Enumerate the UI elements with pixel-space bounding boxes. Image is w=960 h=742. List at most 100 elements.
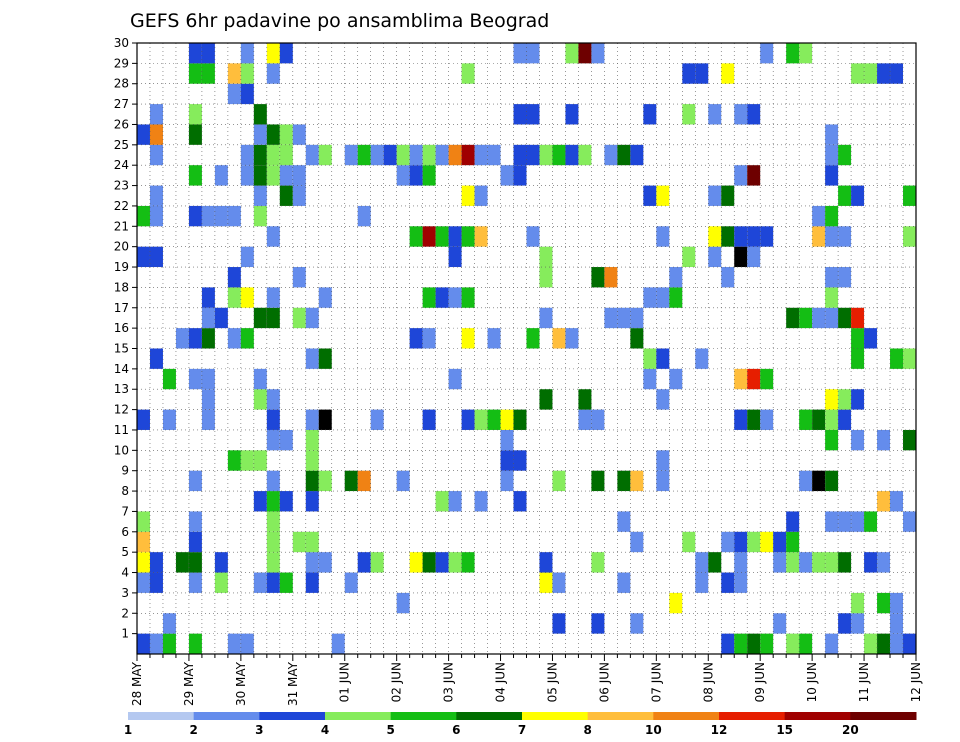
heatmap-cell — [851, 348, 865, 369]
heatmap-cell — [734, 633, 748, 654]
heatmap-cell — [305, 572, 319, 593]
heatmap-cell — [448, 552, 462, 573]
heatmap-cell — [279, 185, 293, 206]
heatmap-cell — [786, 552, 800, 573]
heatmap-cell — [643, 287, 657, 308]
heatmap-cell — [760, 43, 774, 64]
heatmap-cell — [656, 470, 670, 492]
heatmap-cell — [188, 552, 202, 573]
heatmap-cell — [656, 348, 670, 369]
y-tick-label: 28 — [114, 77, 129, 91]
heatmap-cell — [357, 470, 371, 492]
heatmap-cell — [565, 104, 579, 125]
heatmap-cell — [279, 572, 293, 593]
heatmap-cell — [864, 63, 878, 84]
heatmap-cell — [305, 307, 319, 329]
y-tick-label: 1 — [121, 627, 129, 641]
heatmap-cell — [305, 409, 319, 430]
heatmap-cell — [188, 43, 202, 64]
heatmap-cell — [279, 124, 293, 145]
heatmap-cell — [825, 267, 839, 288]
y-tick-label: 3 — [121, 586, 129, 600]
x-tick-label: 28 MAY — [130, 661, 144, 706]
heatmap-cell — [396, 144, 410, 166]
heatmap-cell — [825, 429, 839, 451]
heatmap-cell — [188, 368, 202, 390]
heatmap-cell — [344, 572, 358, 593]
heatmap-cell — [175, 328, 189, 349]
heatmap-cell — [682, 246, 696, 268]
heatmap-cell — [188, 124, 202, 145]
heatmap-cell — [188, 104, 202, 125]
heatmap-cell — [435, 491, 449, 512]
heatmap-cell — [188, 470, 202, 492]
heatmap-cell — [552, 470, 566, 492]
heatmap-cell — [734, 531, 748, 553]
heatmap-cell — [318, 144, 332, 166]
heatmap-cell — [825, 144, 839, 166]
heatmap-cell — [201, 287, 215, 308]
heatmap-cell — [630, 328, 644, 349]
heatmap-cell — [318, 348, 332, 369]
heatmap-cell — [370, 409, 384, 430]
heatmap-cell — [630, 531, 644, 553]
heatmap-cell — [890, 633, 904, 654]
heatmap-cell — [539, 552, 553, 573]
heatmap-cell — [149, 205, 163, 227]
heatmap-cell — [227, 267, 241, 288]
x-axis: 28 MAY 29 MAY 30 MAY 31 MAY 01 JUN 02 JUN 03 J… — [130, 654, 923, 706]
heatmap-cell — [149, 104, 163, 125]
heatmap-cell — [734, 552, 748, 573]
heatmap-cell — [682, 104, 696, 125]
heatmap-cell — [825, 226, 839, 247]
colorbar-label: 10 — [645, 723, 662, 737]
heatmap-cell — [838, 185, 852, 206]
heatmap-cell — [305, 348, 319, 369]
heatmap-cell — [877, 552, 891, 573]
heatmap-cell — [851, 592, 865, 614]
heatmap-cell — [149, 552, 163, 573]
heatmap-cell — [747, 531, 761, 553]
heatmap-cell — [357, 144, 371, 166]
heatmap-cell — [266, 572, 280, 593]
colorbar-swatch — [259, 712, 326, 720]
heatmap-cell — [487, 144, 501, 166]
y-tick-label: 17 — [114, 301, 129, 315]
heatmap-cell — [266, 287, 280, 308]
heatmap-cell — [266, 409, 280, 430]
colorbar-label: 2 — [189, 723, 197, 737]
heatmap-cell — [526, 144, 540, 166]
y-tick-label: 7 — [121, 504, 129, 518]
heatmap-cell — [617, 572, 631, 593]
heatmap-cell — [591, 552, 605, 573]
heatmap-cell — [864, 328, 878, 349]
heatmap-cell — [565, 328, 579, 349]
heatmap-cell — [214, 165, 228, 186]
heatmap-cell — [383, 144, 397, 166]
heatmap-cell — [370, 552, 384, 573]
heatmap-cell — [812, 470, 826, 492]
heatmap-cell — [552, 613, 566, 634]
heatmap-cell — [708, 185, 722, 206]
heatmap-cell — [409, 165, 423, 186]
heatmap-cell — [890, 348, 904, 369]
heatmap-cell — [695, 348, 709, 369]
heatmap-cell — [552, 144, 566, 166]
y-tick-label: 16 — [114, 321, 129, 335]
x-tick-label: 03 JUN — [442, 662, 456, 702]
heatmap-cell — [266, 43, 280, 64]
heatmap-cell — [292, 185, 306, 206]
heatmap-cell — [253, 572, 267, 593]
heatmap-cell — [526, 226, 540, 247]
heatmap-cell — [188, 63, 202, 84]
heatmap-cell — [253, 491, 267, 512]
heatmap-cell — [292, 124, 306, 145]
heatmap-cell — [825, 409, 839, 430]
heatmap-cell — [591, 409, 605, 430]
heatmap-cell — [318, 409, 332, 430]
heatmap-cell — [838, 389, 852, 410]
heatmap-cell — [604, 144, 618, 166]
heatmap-cell — [578, 144, 592, 166]
heatmap-cell — [240, 287, 254, 308]
heatmap-cell — [539, 267, 553, 288]
